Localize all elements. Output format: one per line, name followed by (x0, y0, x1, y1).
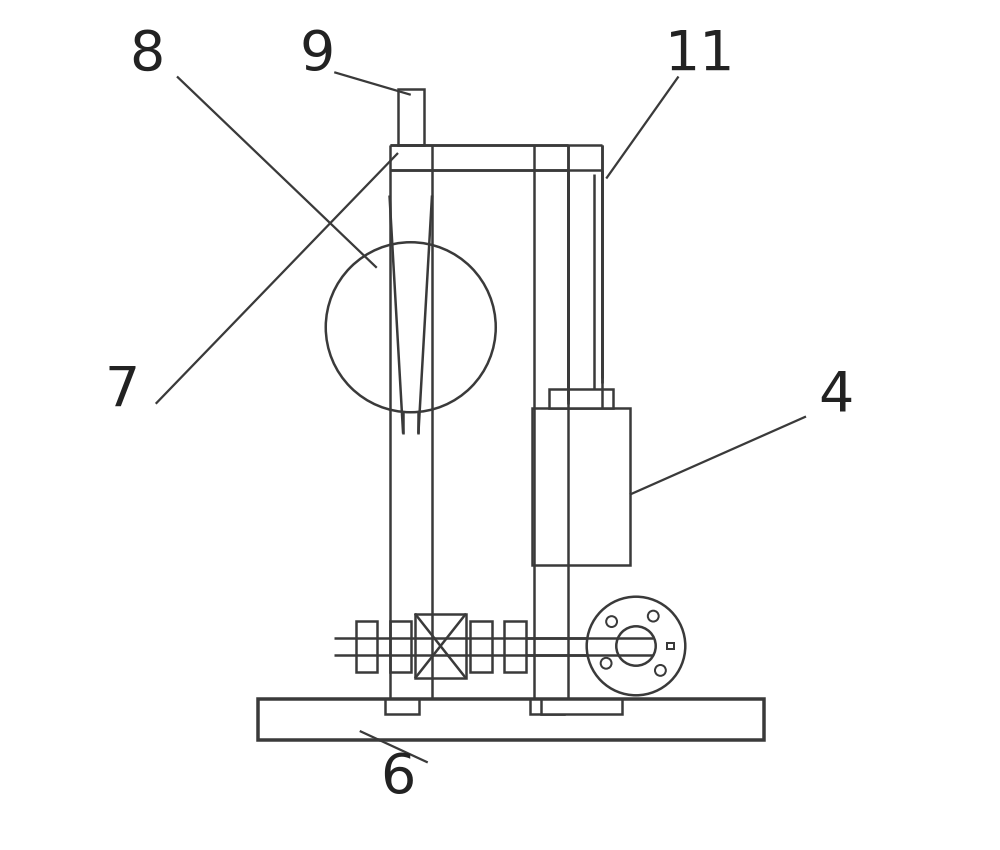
Bar (415, 614, 466, 678)
Text: 4: 4 (818, 368, 853, 422)
Text: 8: 8 (130, 28, 165, 82)
Bar (667, 643, 674, 649)
Circle shape (606, 616, 617, 627)
Bar (390, 620, 411, 672)
Circle shape (655, 665, 666, 676)
Bar (504, 620, 526, 672)
Bar (549, 389, 613, 408)
Bar (532, 408, 630, 565)
Circle shape (326, 242, 496, 412)
Bar (356, 620, 377, 672)
Bar (530, 699, 564, 714)
Bar (398, 89, 424, 144)
Bar (541, 699, 622, 714)
Circle shape (587, 597, 685, 695)
Bar (385, 699, 419, 714)
Text: 9: 9 (300, 28, 335, 82)
Circle shape (616, 626, 656, 666)
Text: 11: 11 (664, 28, 735, 82)
Text: 6: 6 (380, 751, 416, 805)
Circle shape (648, 610, 659, 621)
Circle shape (601, 658, 612, 669)
Bar (470, 620, 492, 672)
Bar (258, 699, 764, 740)
Text: 7: 7 (104, 364, 139, 418)
